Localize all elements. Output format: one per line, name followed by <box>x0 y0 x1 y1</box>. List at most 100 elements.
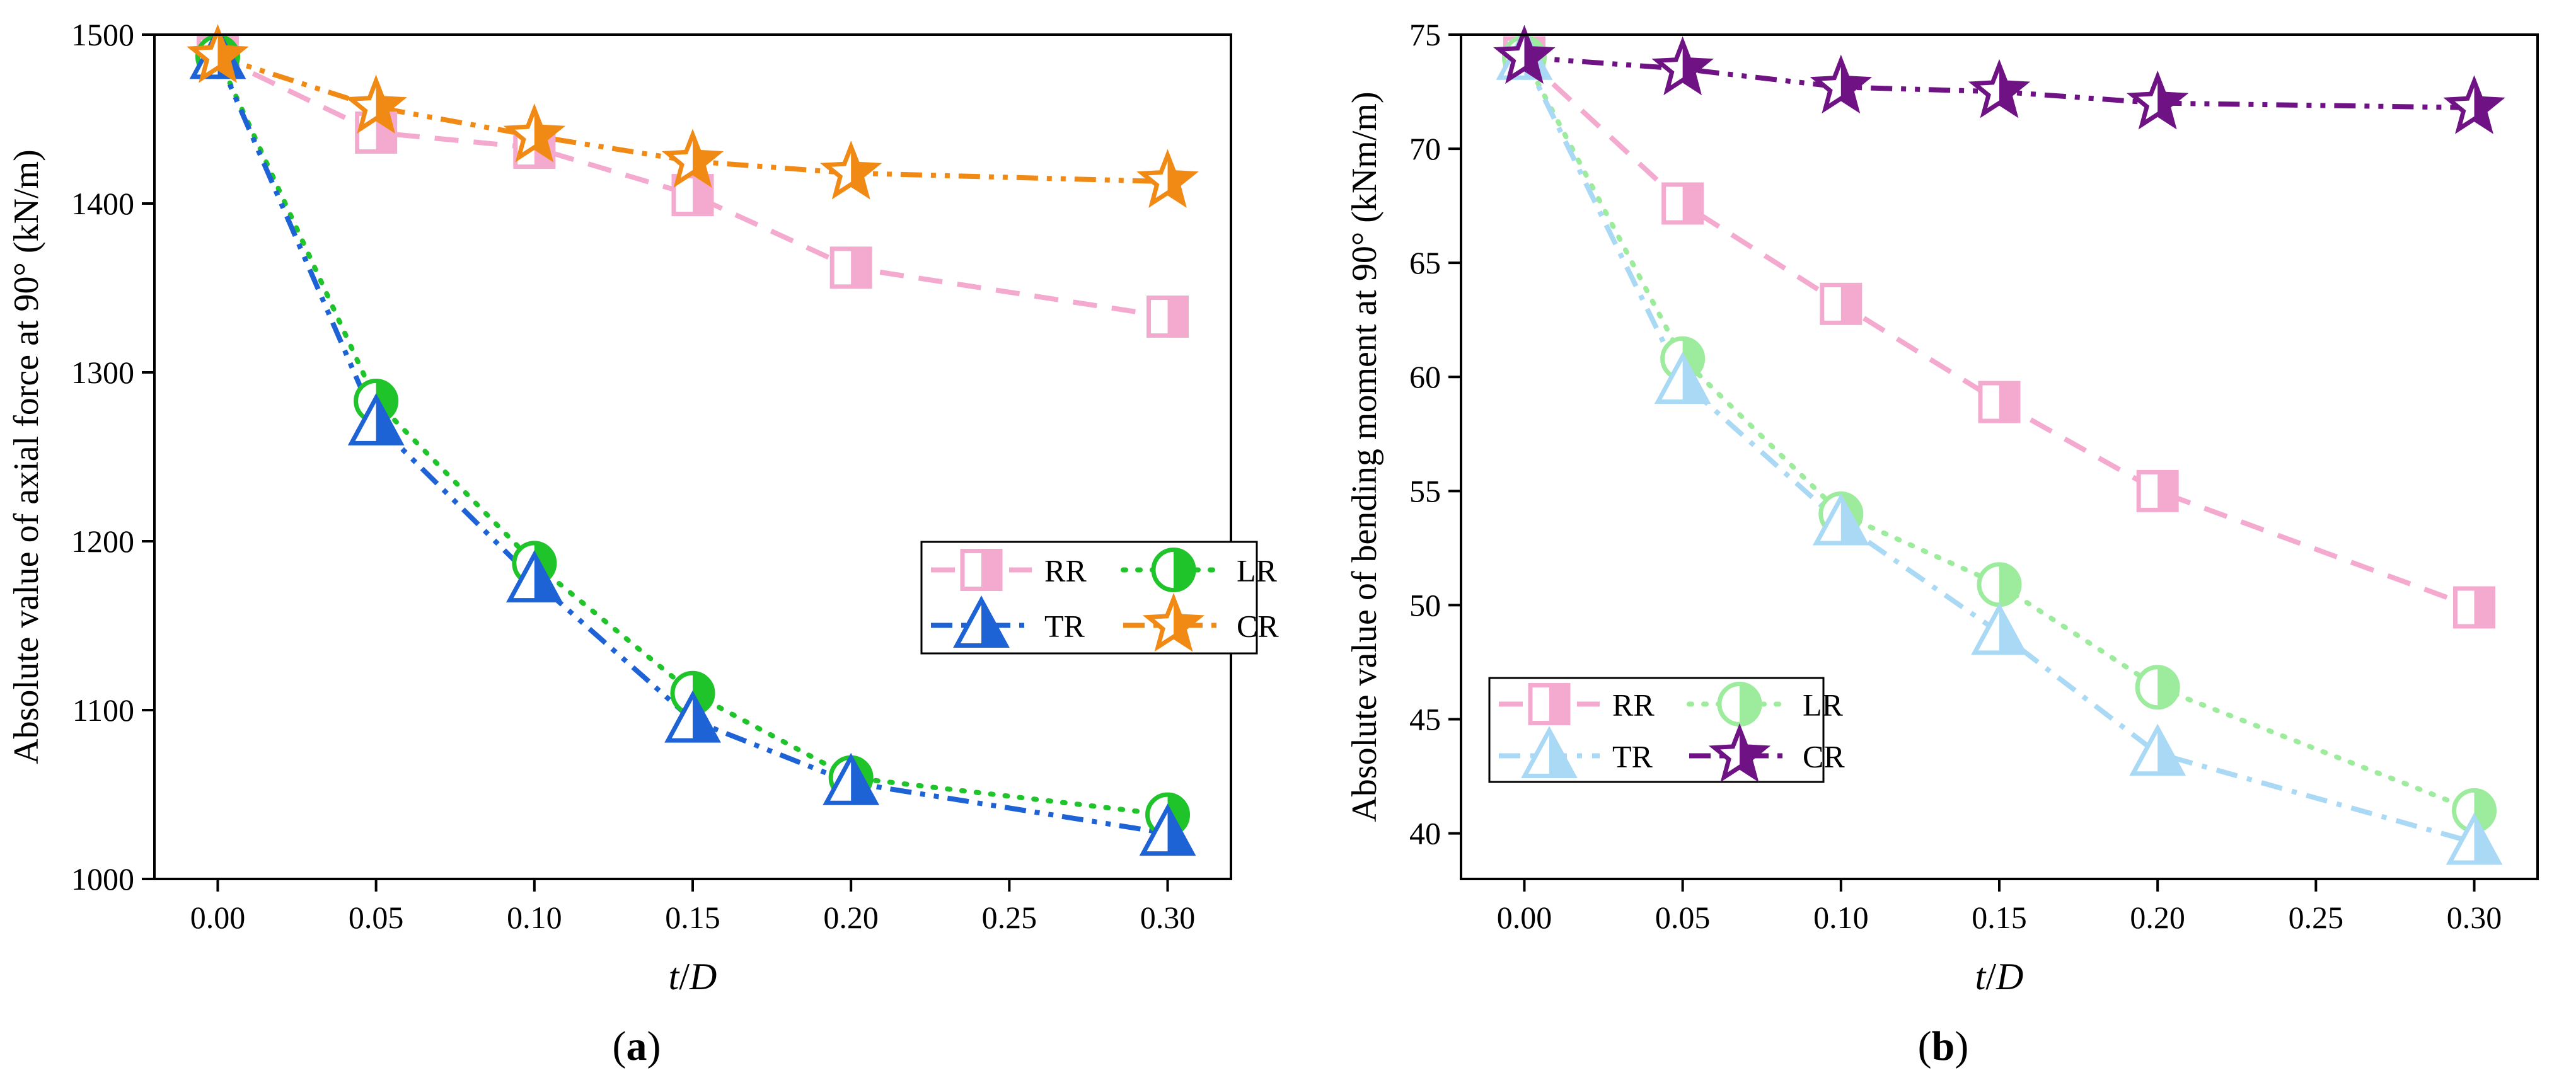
x-axis-label: t/D <box>1975 956 2024 997</box>
legend-label-lr: LR <box>1237 553 1278 588</box>
legend-item-cr: CR <box>1689 723 1845 783</box>
x-axis-label: t/D <box>669 956 717 997</box>
legend-item-tr: TR <box>931 595 1085 648</box>
data-point-cr-0-half-fill <box>217 30 243 78</box>
data-point-tr-1-outline <box>347 393 405 445</box>
data-point-rr-5 <box>1146 296 1189 338</box>
x-tick-label: 0.30 <box>2447 900 2502 935</box>
y-axis: 40 45 50 55 60 65 70 75 <box>1409 17 1461 851</box>
data-point-rr-5 <box>2453 586 2496 629</box>
legend-marker-lr <box>1717 682 1762 726</box>
data-point-rr-4 <box>2136 469 2179 512</box>
data-point-rr-5-outline <box>1146 296 1189 338</box>
data-point-tr-5 <box>2446 812 2503 865</box>
data-point-rr-2-outline <box>1820 282 1863 325</box>
data-point-tr-2-outline <box>1812 493 1869 546</box>
legend-marker-tr <box>953 595 1010 648</box>
x-axis: 0.00 0.05 0.10 0.15 0.20 0.25 0.30 <box>1497 879 2502 935</box>
data-point-tr-3 <box>1971 602 2028 655</box>
legend-marker-cr-outline <box>1142 592 1205 652</box>
data-point-cr-1 <box>1651 36 1714 96</box>
legend-marker-lr <box>1151 548 1196 592</box>
y-tick-label: 1300 <box>71 355 134 390</box>
x-axis: 0.00 0.05 0.10 0.15 0.20 0.25 0.30 <box>190 879 1195 935</box>
data-point-cr-1-half-fill <box>1682 42 1708 91</box>
series-lines <box>1522 55 2477 845</box>
data-point-cr-0-outline <box>1493 25 1556 84</box>
legend-marker-cr <box>1142 592 1205 652</box>
y-tick-label: 55 <box>1409 473 1441 508</box>
data-point-cr-0 <box>1493 25 1556 84</box>
legend-marker-cr <box>1708 723 1771 783</box>
chart-panel-a: 0.00 0.05 0.10 0.15 0.20 0.25 0.30 1000 1100 1200… <box>7 17 1279 1069</box>
data-point-cr-1-outline <box>1651 36 1714 96</box>
caption-open-paren: ( <box>613 1023 627 1069</box>
data-point-rr-5-half-fill <box>2474 588 2493 627</box>
data-point-rr-3-outline <box>671 174 714 217</box>
data-point-rr-5-half-fill <box>1167 297 1187 336</box>
y-tick-label: 60 <box>1409 359 1441 394</box>
y-tick-label: 40 <box>1409 816 1441 851</box>
data-point-tr-3-outline <box>664 690 721 743</box>
x-axis-label-part: t <box>669 956 680 997</box>
data-point-cr-4 <box>819 141 882 200</box>
data-point-cr-0-base <box>192 30 243 78</box>
legend-marker-cr-half-fill <box>1740 729 1765 778</box>
series-line-cr <box>1524 55 2475 110</box>
data-point-cr-2-outline <box>1810 54 1873 114</box>
legend-marker-cr-half-fill <box>1174 599 1199 647</box>
x-axis-label-part: D <box>1996 956 2023 997</box>
legend-label-cr: CR <box>1803 739 1845 774</box>
x-tick-label: 0.10 <box>1813 900 1869 935</box>
data-point-cr-5-half-fill <box>1167 155 1193 204</box>
data-point-cr-0-half-fill <box>1524 31 1550 79</box>
data-point-tr-4 <box>823 752 880 805</box>
legend-item-tr: TR <box>1499 726 1653 778</box>
x-axis-label-part: / <box>1985 956 1996 997</box>
legend-marker-rr-half-fill <box>1549 685 1568 723</box>
data-point-rr-4-half-fill <box>2157 472 2177 510</box>
legend-marker-rr <box>1528 683 1571 725</box>
legend-item-cr: CR <box>1123 592 1279 652</box>
data-point-cr-4 <box>2126 70 2189 130</box>
data-point-cr-3-half-fill <box>1999 65 2024 113</box>
data-point-tr-1 <box>1654 352 1711 404</box>
x-tick-label: 0.20 <box>823 900 879 935</box>
series-line-tr <box>215 55 1169 836</box>
data-point-cr-3 <box>661 129 724 188</box>
series-line-rr <box>1522 55 2475 610</box>
y-tick-label: 65 <box>1409 245 1441 280</box>
y-tick-label: 1200 <box>71 524 134 559</box>
data-point-rr-1-half-fill <box>1682 185 1702 222</box>
x-tick-label: 0.00 <box>1497 900 1552 935</box>
data-point-cr-4-outline <box>819 141 882 200</box>
legend-marker-tr <box>1521 726 1578 778</box>
data-point-cr-5-outline <box>1136 149 1199 208</box>
data-point-cr-2 <box>503 103 566 163</box>
legend-label-rr: RR <box>1044 553 1087 588</box>
data-point-cr-4-outline <box>2126 70 2189 130</box>
x-tick-label: 0.15 <box>665 900 720 935</box>
data-point-tr-3 <box>664 690 721 743</box>
data-point-tr-5-outline <box>1139 803 1196 856</box>
legend-label-tr: TR <box>1044 609 1085 644</box>
data-point-cr-2-outline <box>503 103 566 163</box>
caption-close-paren: ) <box>647 1023 661 1069</box>
legend-item-rr: RR <box>931 549 1087 591</box>
caption-letter: a <box>627 1023 647 1069</box>
data-point-cr-2 <box>1810 54 1873 114</box>
legend-label-tr: TR <box>1612 739 1653 774</box>
data-point-cr-4-half-fill <box>851 146 877 195</box>
data-point-cr-1-half-fill <box>376 81 401 129</box>
data-point-tr-4-outline <box>823 752 880 805</box>
data-point-cr-4-base <box>826 146 877 195</box>
series-line-lr <box>215 54 1170 818</box>
x-tick-label: 0.25 <box>2289 900 2344 935</box>
legend-marker-lr-outline <box>1151 548 1196 592</box>
data-point-lr-4 <box>2135 665 2180 710</box>
data-point-tr-1-outline <box>1654 352 1711 404</box>
x-axis-label-part: D <box>689 956 717 997</box>
legend-marker-rr-outline <box>1528 683 1571 725</box>
data-point-rr-3-outline <box>1978 381 2021 423</box>
